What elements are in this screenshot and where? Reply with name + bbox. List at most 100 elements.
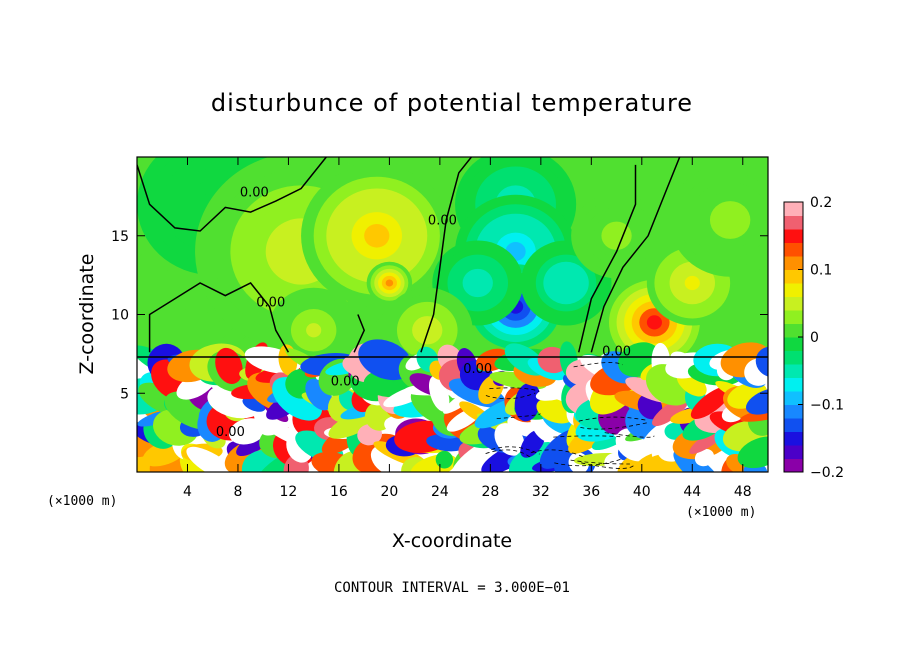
contour-interval-note: CONTOUR INTERVAL = 3.000E−01	[334, 580, 570, 596]
colorbar: 0.2 0.1 0 −0.1 −0.2	[783, 195, 844, 481]
colorbar-swatch-3	[784, 418, 803, 432]
colorbar-swatch-6	[784, 377, 803, 392]
contour-line-2	[420, 157, 472, 353]
neg-contour-10	[491, 446, 540, 455]
neg-contour-7	[580, 422, 648, 430]
turbulent-cell-224	[694, 448, 715, 467]
field-blob-14-5	[720, 210, 741, 230]
colorbar-scale	[784, 202, 803, 473]
colorbar-swatch-19	[784, 202, 803, 216]
colorbar-swatch-7	[784, 364, 803, 378]
colorbar-swatch-11	[784, 310, 803, 324]
colorbar-swatch-18	[784, 215, 803, 230]
plot-area: 0.000.000.000.000.000.000.00 4 8 12 16 20 24 2…	[111, 156, 769, 500]
contour-line-5	[353, 314, 366, 353]
neg-contour-12	[581, 462, 635, 469]
x-axis-unit: (×1000 m)	[686, 505, 756, 520]
turbulent-cell-44	[228, 418, 266, 445]
contour-label-3: 0.00	[602, 344, 631, 359]
turbulent-cell-133	[451, 439, 498, 472]
field-blob-11-5	[646, 315, 662, 330]
colorbar-swatch-15	[784, 256, 803, 270]
turbulent-cell-228	[690, 386, 732, 419]
x-tick-label-5: 24	[431, 484, 449, 500]
chart-title: disturbunce of potential temperature	[211, 89, 693, 117]
y-tick-label-0: 5	[120, 386, 129, 402]
turbulent-cell-158	[514, 382, 541, 422]
colorbar-swatch-1	[784, 445, 803, 459]
y-axis-unit: (×1000 m)	[47, 494, 117, 509]
colorbar-swatch-10	[784, 323, 803, 338]
contour-label-5: 0.00	[216, 425, 245, 440]
field-blob-3-5	[364, 223, 390, 248]
turbulent-cell-120	[426, 434, 467, 452]
contour-line-1	[148, 282, 290, 353]
colorbar-tick-label-1: 0.1	[810, 263, 832, 279]
field-blob-5-5	[306, 323, 322, 338]
turbulent-cell-81	[338, 389, 358, 411]
field-blob-0-5	[159, 268, 191, 298]
turbulent-cell-248	[740, 405, 768, 422]
field-blob-12-5	[684, 275, 700, 291]
colorbar-tick-label-3: −0.1	[810, 398, 844, 414]
y-axis-ticks: 5 10 15	[111, 229, 768, 402]
x-tick-label-11: 48	[734, 484, 752, 500]
field-blob-13-5	[608, 228, 625, 243]
heatmap-field	[137, 157, 768, 373]
colorbar-swatch-8	[784, 350, 803, 365]
contour-label-2: 0.00	[428, 214, 457, 229]
field-blob-10-5	[558, 275, 574, 291]
contour-label-0: 0.00	[240, 185, 269, 200]
x-tick-label-0: 4	[183, 484, 192, 500]
y-tick-label-1: 10	[111, 308, 129, 324]
x-tick-label-9: 40	[633, 484, 651, 500]
neg-contour-2	[604, 432, 655, 438]
field-blob-4-5	[385, 279, 394, 287]
colorbar-swatch-9	[784, 337, 803, 351]
x-tick-label-10: 44	[683, 484, 701, 500]
colorbar-tick-label-2: 0	[810, 330, 819, 346]
colorbar-tick-label-0: 0.2	[810, 195, 832, 211]
y-axis-label: Z-coordinate	[76, 254, 98, 375]
contour-label-1: 0.00	[256, 296, 285, 311]
colorbar-swatch-13	[784, 283, 803, 297]
colorbar-swatch-2	[784, 431, 803, 446]
x-axis-ticks: 4 8 12 16 20 24 28 32 36 40 44 48	[183, 157, 752, 500]
turbulent-cell-246	[737, 436, 768, 469]
x-tick-label-3: 16	[330, 484, 348, 500]
colorbar-ticks: 0.2 0.1 0 −0.1 −0.2	[798, 195, 844, 481]
neg-contour-3	[489, 387, 540, 392]
x-tick-label-8: 36	[582, 484, 600, 500]
colorbar-swatch-17	[784, 229, 803, 243]
contour-label-4: 0.00	[331, 374, 360, 389]
neg-contour-8	[553, 435, 621, 438]
colorbar-swatch-12	[784, 296, 803, 311]
neg-contour-4	[485, 449, 531, 458]
x-tick-label-2: 12	[280, 484, 298, 500]
contour-lines	[137, 157, 681, 469]
x-tick-label-1: 8	[233, 484, 242, 500]
colorbar-swatch-0	[784, 458, 803, 473]
x-tick-label-6: 28	[481, 484, 499, 500]
contour-line-3	[577, 164, 637, 353]
colorbar-swatch-16	[784, 242, 803, 257]
colorbar-tick-label-4: −0.2	[810, 465, 844, 481]
turbulent-cell-217	[673, 449, 722, 472]
neg-contour-1	[496, 413, 541, 419]
contour-line-0	[137, 157, 327, 232]
colorbar-swatch-14	[784, 269, 803, 284]
field-blob-9-5	[470, 275, 486, 291]
turbulent-cell-251	[755, 346, 768, 378]
contour-line-4	[590, 157, 681, 353]
x-axis-label: X-coordinate	[392, 530, 512, 552]
x-tick-label-4: 20	[380, 484, 398, 500]
turbulent-cell-28	[186, 446, 237, 472]
colorbar-swatch-4	[784, 404, 803, 419]
contour-label-6: 0.00	[463, 362, 492, 377]
turbulent-cell-249	[746, 388, 768, 415]
y-tick-label-2: 15	[111, 229, 129, 245]
contour-labels: 0.00 0.00 0.00 0.00 0.00 0.00 0.00	[216, 185, 631, 439]
x-tick-label-7: 32	[532, 484, 550, 500]
turbulent-layer	[137, 339, 768, 472]
